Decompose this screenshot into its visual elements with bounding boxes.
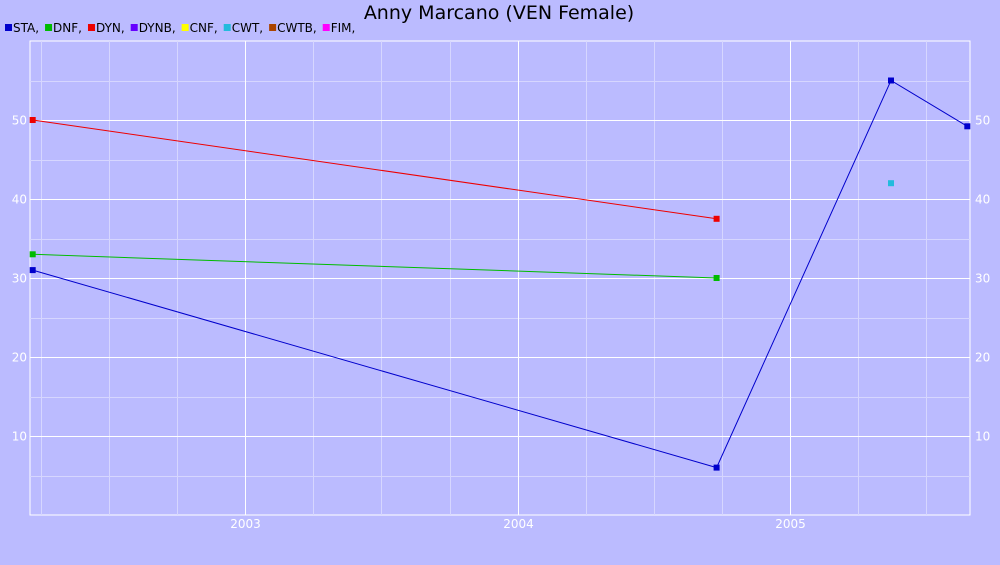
legend-swatch-cwtb — [269, 24, 277, 31]
y-tick-label-left: 40 — [12, 193, 27, 207]
legend-swatch-dyn — [87, 24, 95, 31]
data-point-cwt — [888, 180, 894, 187]
legend-swatch-sta — [5, 24, 12, 31]
data-point-sta — [29, 267, 36, 274]
series-line-dyn — [32, 119, 717, 220]
legend: STA, DNF, DYN, DYNB, CNF, CWT, CWTB, FIM, — [5, 21, 355, 35]
y-tick-label-right: 30 — [975, 272, 990, 286]
data-point-sta — [713, 464, 720, 471]
y-tick-label-left: 10 — [12, 430, 27, 444]
series-line-sta — [32, 79, 968, 469]
legend-label-dynb: DYNB, — [139, 21, 176, 35]
data-point-sta — [964, 123, 971, 130]
x-tick-label: 2005 — [775, 517, 806, 531]
y-tick-label-left: 30 — [12, 272, 27, 286]
x-tick-label: 2004 — [503, 517, 534, 531]
y-tick-label-left: 20 — [12, 351, 27, 365]
y-tick-label-right: 20 — [975, 351, 990, 365]
data-point-dnf — [29, 251, 36, 258]
legend-label-cnf: CNF, — [190, 21, 218, 35]
data-point-dyn — [713, 215, 720, 222]
legend-swatch-cwt — [223, 24, 231, 31]
y-tick-label-right: 40 — [975, 193, 990, 207]
series-layer — [29, 77, 971, 471]
legend-swatch-fim — [322, 24, 330, 31]
legend-swatch-cnf — [181, 24, 189, 31]
legend-label-cwt: CWT, — [232, 21, 263, 35]
chart-title: Anny Marcano (VEN Female) — [364, 2, 634, 24]
axes: 2003 2004 2005 10 10 20 20 30 30 40 40 50 50 — [12, 114, 991, 532]
data-point-dyn — [29, 117, 36, 123]
y-tick-label-right: 10 — [975, 430, 990, 444]
legend-label-fim: FIM, — [331, 21, 356, 35]
series-line-dnf — [32, 253, 717, 279]
legend-label-cwtb: CWTB, — [277, 21, 317, 35]
y-tick-label-right: 50 — [975, 114, 990, 128]
data-point-sta — [888, 77, 894, 84]
legend-label-dnf: DNF, — [53, 21, 82, 35]
data-point-dnf — [713, 275, 720, 281]
legend-swatch-dynb — [130, 24, 138, 31]
legend-label-dyn: DYN, — [96, 21, 125, 35]
legend-swatch-dnf — [45, 24, 53, 31]
y-tick-label-left: 50 — [12, 114, 27, 128]
legend-label-sta: STA, — [13, 21, 39, 35]
grid — [29, 40, 971, 516]
x-tick-label: 2003 — [230, 517, 261, 531]
